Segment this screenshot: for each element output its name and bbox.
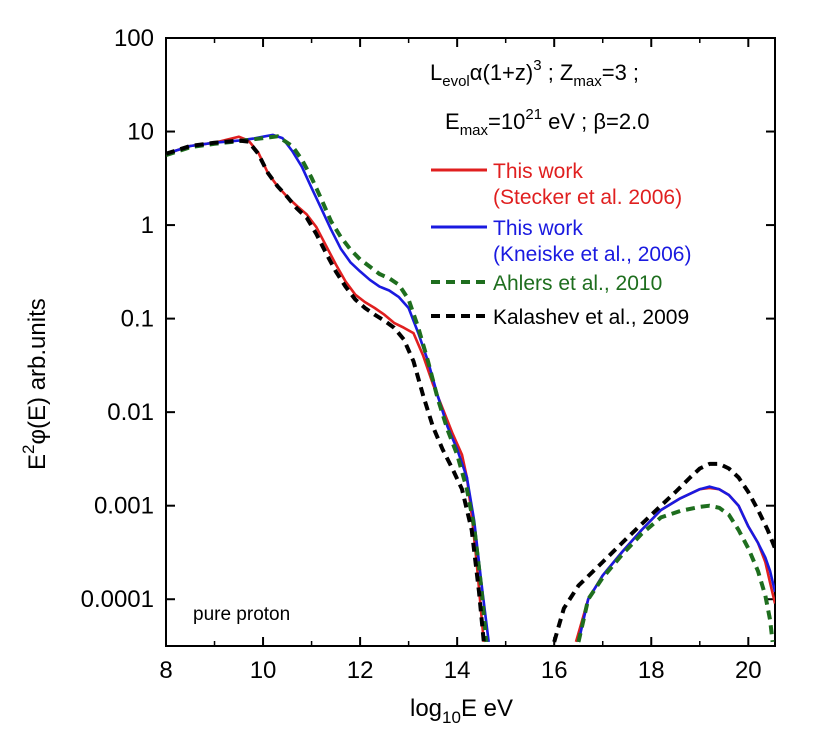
x-tick-label: 8 (159, 657, 172, 684)
y-tick-label: 0.0001 (81, 586, 154, 613)
series-line-1-seg-0 (166, 133, 490, 643)
plot-frame (165, 37, 776, 647)
legend-label-kalashev: Kalashev et al., 2009 (493, 306, 689, 329)
x-tick-label: 10 (250, 657, 277, 684)
series-layer (166, 133, 775, 643)
legend-label-ahlers: Ahlers et al., 2010 (493, 272, 662, 295)
series-line-0-seg-0 (166, 135, 486, 643)
legend: This work (Stecker et al. 2006) This wor… (431, 160, 691, 329)
x-axis-title: log10E eV (410, 695, 513, 727)
x-tick-label: 14 (444, 657, 471, 684)
series-line-2-seg-1 (576, 503, 775, 643)
series-line-1-seg-1 (577, 485, 775, 643)
y-axis-ticks: 100 10 1 0.1 0.01 0.001 0.0001 (81, 25, 775, 613)
y-tick-label: 1 (141, 212, 154, 239)
y-axis-title: E2φ(E) arb.units (19, 298, 51, 470)
legend-sublabel-kneiske: (Kneiske et al., 2006) (493, 243, 691, 266)
y-tick-label: 0.01 (107, 399, 154, 426)
y-tick-label: 10 (127, 119, 154, 146)
y-tick-label: 0.1 (121, 306, 154, 333)
x-axis-ticks: 8 10 12 14 16 18 20 (159, 38, 762, 684)
x-tick-label: 16 (541, 657, 568, 684)
annotation-emax: Emax=1021 eV ; β=2.0 (445, 106, 650, 139)
series-line-2-seg-0 (166, 134, 489, 643)
y-tick-label: 100 (114, 25, 154, 52)
x-tick-label: 18 (638, 657, 665, 684)
series-line-3-seg-0 (166, 138, 486, 643)
series-line-3-seg-1 (552, 461, 775, 643)
legend-label-stecker: This work (493, 160, 583, 183)
annotation-composition: pure proton (193, 604, 290, 625)
legend-label-kneiske: This work (493, 217, 583, 240)
legend-sublabel-stecker: (Stecker et al. 2006) (493, 186, 682, 209)
x-tick-label: 12 (347, 657, 374, 684)
x-tick-label: 20 (735, 657, 762, 684)
annotation-evolution: Levolα(1+z)3 ; Zmax=3 ; (430, 57, 639, 90)
y-tick-label: 0.001 (94, 493, 154, 520)
